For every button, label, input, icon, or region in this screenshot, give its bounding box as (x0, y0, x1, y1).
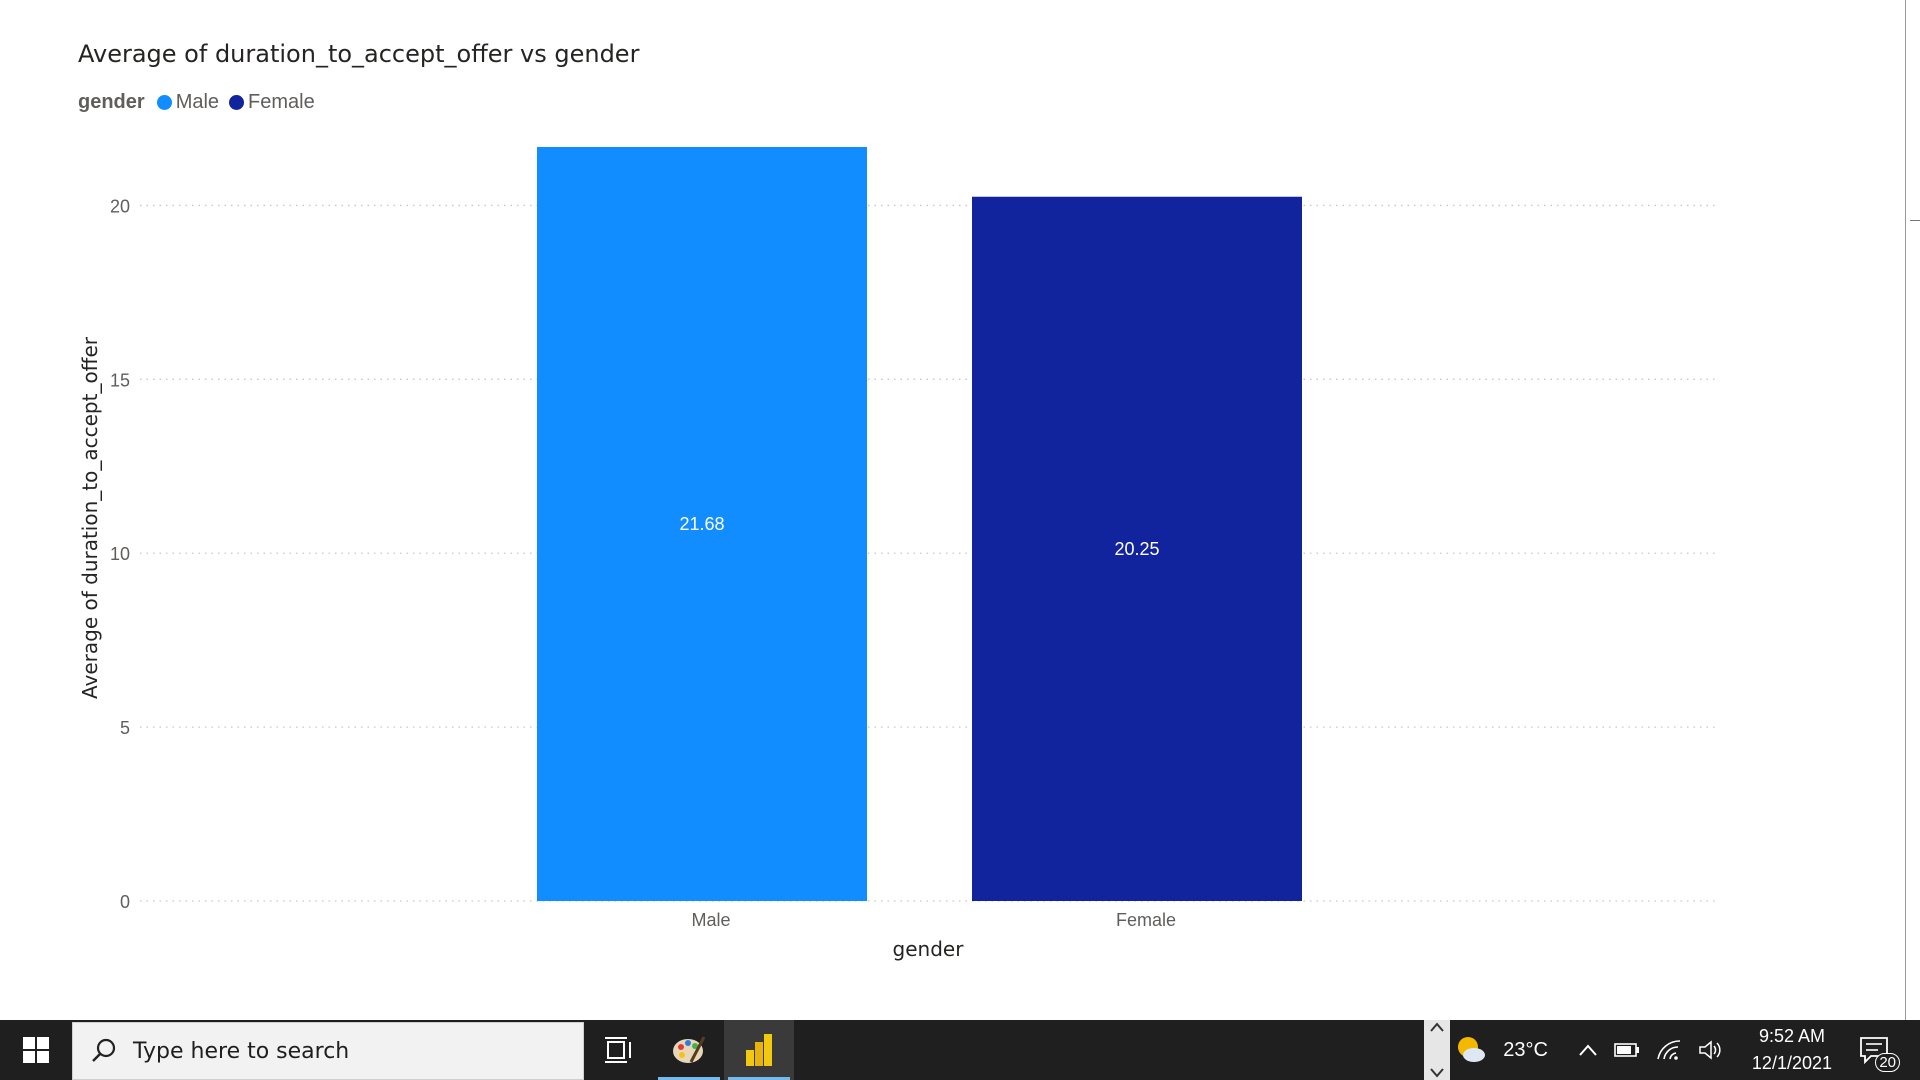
taskbar-scroll[interactable] (1424, 1020, 1450, 1080)
battery-icon[interactable] (1614, 1042, 1640, 1058)
weather-temp[interactable]: 23°C (1503, 1038, 1548, 1061)
chevron-down-icon[interactable] (1429, 1066, 1445, 1080)
bar-chart: 0 5 10 15 20 21.68 Male 20.25 Female gender Averag… (78, 147, 1715, 961)
legend-item-male[interactable]: Male (156, 90, 220, 114)
x-axis-title: gender (893, 937, 965, 961)
chevron-up-icon[interactable] (1429, 1020, 1445, 1034)
legend-dot-male (156, 94, 172, 110)
chart-legend: gender Male Female (78, 89, 325, 115)
y-tick-label: 5 (120, 718, 130, 738)
task-view-icon (605, 1037, 631, 1063)
weather-icon[interactable] (1455, 1035, 1487, 1065)
power-bi-icon (746, 1034, 772, 1066)
legend-label-male: Male (175, 90, 220, 113)
x-tick-label: Female (1116, 910, 1176, 930)
clock-time: 9:52 AM (1758, 1026, 1825, 1046)
start-button[interactable] (0, 1020, 72, 1080)
paint-palette-icon (673, 1036, 706, 1063)
clock-date: 12/1/2021 (1751, 1053, 1832, 1073)
taskbar-app-powerbi[interactable] (724, 1020, 794, 1080)
y-tick-label: 10 (110, 544, 130, 564)
system-tray: 23°C 9:52 AM 12/1/2021 20 (1447, 1020, 1920, 1080)
taskbar: Type here to search (0, 1020, 1920, 1080)
legend-label-female: Female (248, 90, 315, 113)
data-label: 20.25 (1114, 539, 1159, 559)
right-panel-edge (1905, 0, 1920, 1020)
volume-icon[interactable] (1698, 1039, 1724, 1061)
data-label: 21.68 (679, 514, 724, 534)
notification-count: 20 (1875, 1053, 1900, 1072)
x-tick-label: Male (691, 910, 730, 930)
taskbar-app-paint[interactable] (654, 1020, 724, 1080)
bar-male[interactable] (537, 147, 867, 901)
legend-item-female[interactable]: Female (229, 91, 315, 114)
y-tick-label: 15 (110, 370, 130, 390)
chevron-up-tray-icon[interactable] (1578, 1043, 1598, 1057)
task-view-button[interactable] (584, 1020, 654, 1080)
search-icon (92, 1038, 116, 1062)
notification-center-button[interactable]: 20 (1854, 1030, 1900, 1072)
taskbar-search[interactable]: Type here to search (72, 1022, 584, 1080)
y-tick-label: 0 (120, 892, 130, 912)
report-canvas: Average of duration_to_accept_offer vs g… (78, 40, 1715, 961)
search-placeholder: Type here to search (133, 1038, 350, 1064)
y-tick-label: 20 (110, 196, 130, 216)
wifi-icon[interactable] (1656, 1039, 1682, 1061)
chart-title: Average of duration_to_accept_offer vs g… (78, 40, 640, 68)
legend-title: gender (78, 90, 145, 113)
y-axis-title: Average of duration_to_accept_offer (78, 336, 102, 699)
bar-female[interactable] (972, 196, 1302, 901)
legend-dot-female (229, 94, 245, 110)
windows-icon (23, 1037, 49, 1063)
chat-bubble-icon (1860, 1037, 1888, 1064)
clock[interactable]: 9:52 AM 12/1/2021 (1752, 1023, 1832, 1077)
